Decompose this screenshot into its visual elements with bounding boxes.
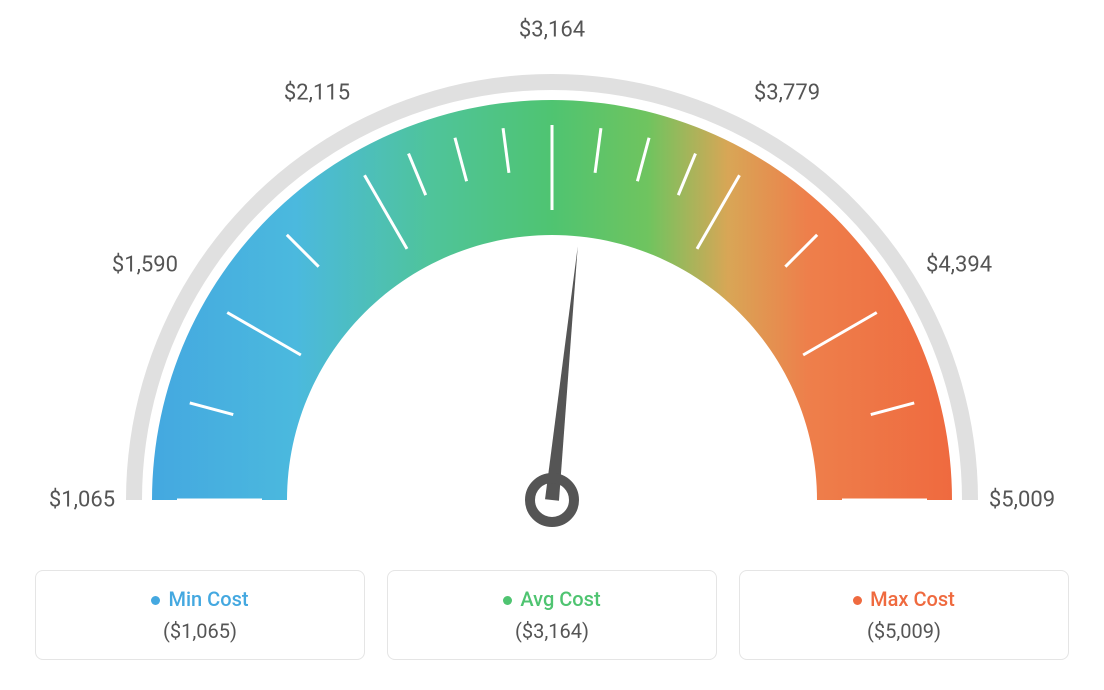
max-cost-title: Max Cost [750,587,1058,611]
max-cost-card: Max Cost ($5,009) [739,570,1069,660]
min-cost-title: Min Cost [46,587,354,611]
max-cost-value: ($5,009) [750,619,1058,643]
avg-cost-dot [503,596,512,605]
gauge-tick-label: $3,779 [754,80,820,105]
avg-cost-card: Avg Cost ($3,164) [387,570,717,660]
gauge-tick-label: $1,590 [112,253,178,278]
min-cost-dot [151,596,160,605]
cost-gauge: $1,065 $1,590 $2,115 $3,164 $3,779 $4,394 $5,0… [0,0,1104,560]
max-cost-title-text: Max Cost [870,587,955,611]
legend-cards: Min Cost ($1,065) Avg Cost ($3,164) Max … [0,570,1104,660]
min-cost-card: Min Cost ($1,065) [35,570,365,660]
avg-cost-title: Avg Cost [398,587,706,611]
min-cost-value: ($1,065) [46,619,354,643]
gauge-svg [0,0,1104,560]
max-cost-dot [853,596,862,605]
avg-cost-value: ($3,164) [398,619,706,643]
avg-cost-title-text: Avg Cost [520,587,600,611]
min-cost-title-text: Min Cost [168,587,248,611]
gauge-tick-label: $1,065 [49,488,115,513]
gauge-tick-label: $4,394 [926,253,992,278]
gauge-tick-label: $3,164 [519,18,585,43]
gauge-tick-label: $2,115 [284,80,350,105]
gauge-tick-label: $5,009 [989,488,1055,513]
